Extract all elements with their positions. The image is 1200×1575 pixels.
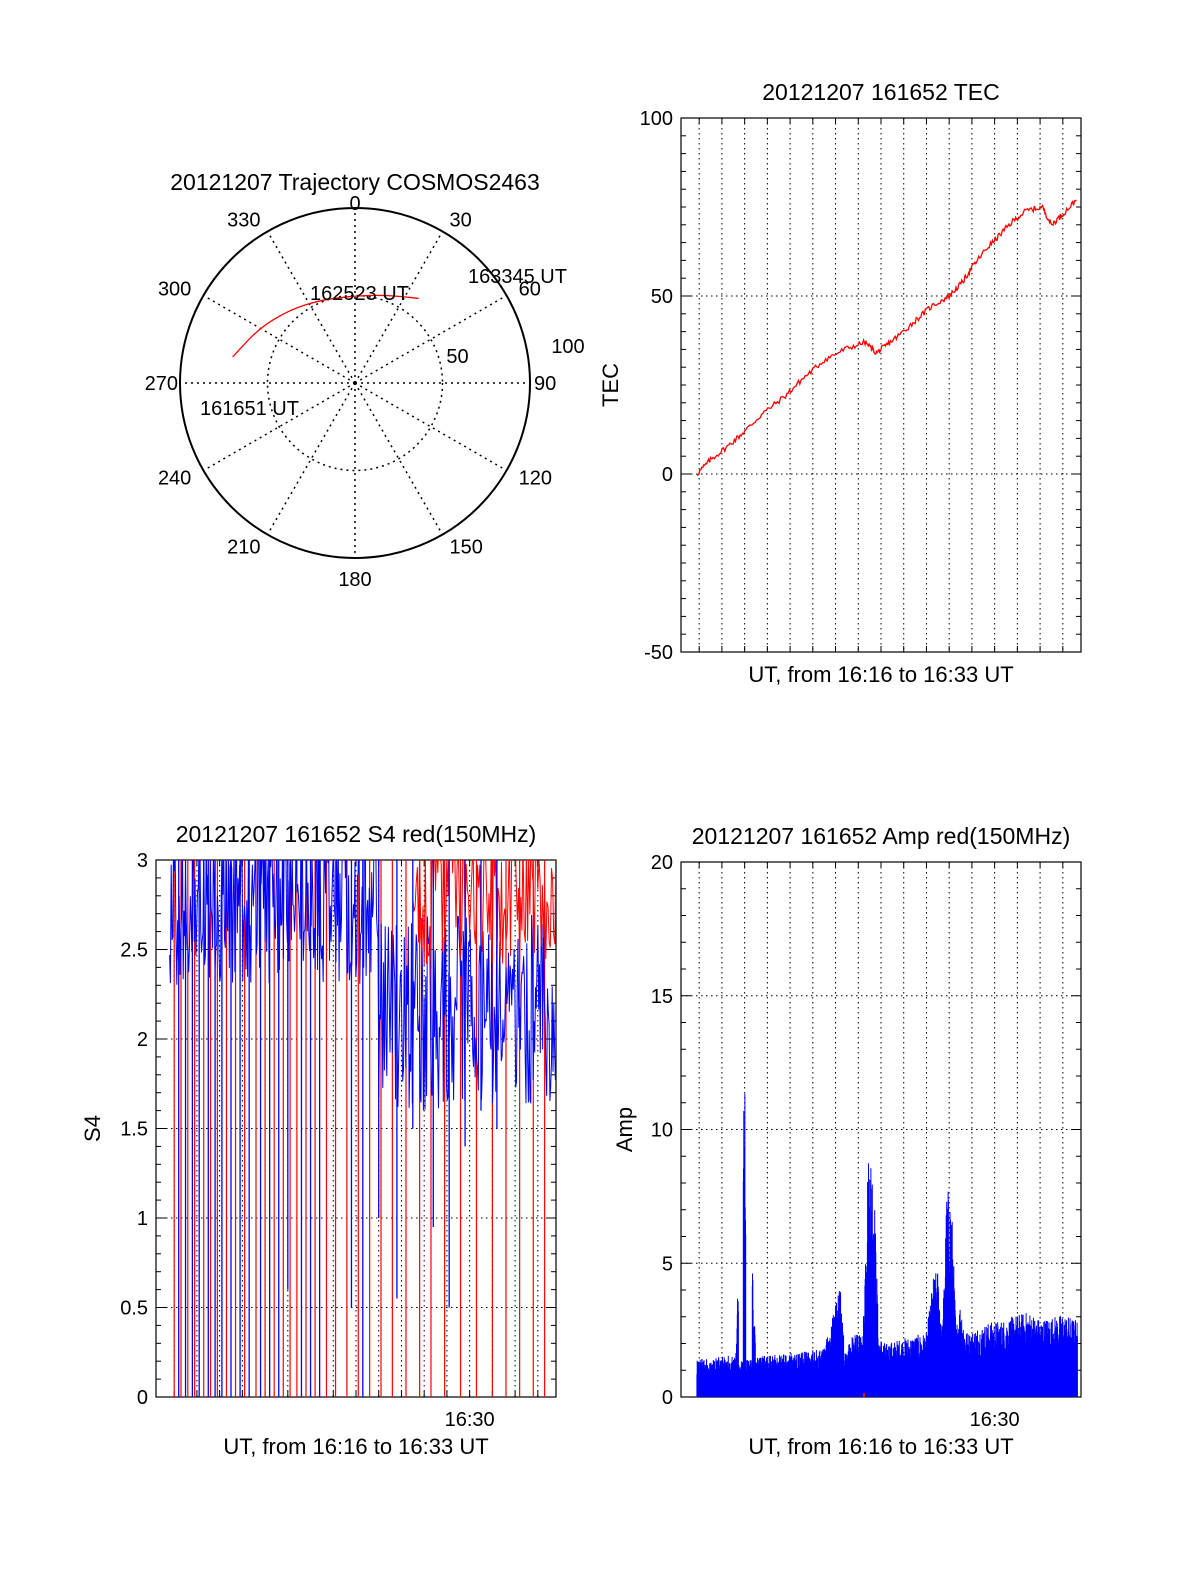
trajectory-line <box>232 294 419 358</box>
x-tick-label: 16:30 <box>445 1409 495 1431</box>
x-tick-label: 16:30 <box>970 1409 1020 1431</box>
y-tick-label: 100 <box>640 108 673 130</box>
azimuth-label: 180 <box>338 569 371 591</box>
y-tick-label: 0 <box>137 1387 148 1409</box>
amp-base-band <box>696 1372 1078 1397</box>
y-tick-label: 0 <box>662 464 673 486</box>
plot-frame <box>680 117 1082 653</box>
y-axis-label: Amp <box>612 1107 637 1152</box>
y-tick-label: 1.5 <box>120 1119 148 1141</box>
azimuth-gridline <box>203 294 356 384</box>
azimuth-label: 330 <box>227 209 260 231</box>
radial-gridline <box>266 294 444 472</box>
trajectory-time-label: 161651 UT <box>200 398 299 420</box>
x-axis-label: UT, from 16:16 to 16:33 UT <box>748 662 1013 687</box>
x-axis-label: UT, from 16:16 to 16:33 UT <box>748 1434 1013 1459</box>
azimuth-gridline <box>354 382 507 472</box>
azimuth-gridline <box>354 294 507 384</box>
azimuth-label: 240 <box>158 468 191 490</box>
azimuth-gridline <box>266 382 356 535</box>
radial-label: 100 <box>551 336 584 358</box>
azimuth-gridline <box>354 382 444 535</box>
y-tick-label: -50 <box>644 642 673 664</box>
trajectory-time-label: 162523 UT <box>310 283 409 305</box>
azimuth-label: 120 <box>519 468 552 490</box>
azimuth-label: 30 <box>450 209 472 231</box>
y-tick-label: 0.5 <box>120 1298 148 1320</box>
azimuth-label: 270 <box>145 373 178 395</box>
trajectory-time-label: 163345 UT <box>468 266 567 288</box>
amp-series-line <box>696 1093 1078 1397</box>
outer-ring <box>179 207 531 559</box>
s4-red-line <box>412 860 556 966</box>
amp-chart: 20121207 161652 Amp red(150MHz) 0 5 10 15 20 U… <box>612 823 1082 1459</box>
y-tick-label: 20 <box>651 852 673 874</box>
azimuth-label: 210 <box>227 537 260 559</box>
chart-title: 20121207 161652 S4 red(150MHz) <box>176 821 537 847</box>
azimuth-label: 0 <box>349 193 360 215</box>
azimuth-label: 90 <box>534 373 556 395</box>
y-axis-label: S4 <box>80 1115 105 1142</box>
y-tick-label: 50 <box>651 286 673 308</box>
azimuth-gridline <box>266 231 356 384</box>
y-tick-label: 3 <box>137 850 148 872</box>
y-tick-label: 0 <box>662 1387 673 1409</box>
x-axis-label: UT, from 16:16 to 16:33 UT <box>223 1434 488 1459</box>
azimuth-gridline <box>203 382 356 472</box>
azimuth-label: 300 <box>158 279 191 301</box>
tec-chart: 20121207 161652 TEC -50 0 50 100 UT, from 16:… <box>598 79 1082 687</box>
s4-chart: 20121207 161652 S4 red(150MHz) 0 0.5 1 1.5 2 2… <box>80 821 557 1459</box>
azimuth-gridline <box>354 231 444 384</box>
y-tick-label: 1 <box>137 1208 148 1230</box>
y-tick-label: 15 <box>651 986 673 1008</box>
y-tick-label: 10 <box>651 1120 673 1142</box>
azimuth-label: 150 <box>450 537 483 559</box>
y-tick-label: 2.5 <box>120 940 148 962</box>
s4-data <box>169 860 556 1397</box>
radial-label: 50 <box>446 346 468 368</box>
azimuth-label: 60 <box>519 279 541 301</box>
y-tick-label: 5 <box>662 1253 673 1275</box>
chart-title: 20121207 161652 Amp red(150MHz) <box>692 823 1070 849</box>
y-axis-label: TEC <box>598 363 623 407</box>
y-tick-label: 2 <box>137 1029 148 1051</box>
tec-series-line <box>696 199 1077 476</box>
chart-title: 20121207 Trajectory COSMOS2463 <box>170 169 539 195</box>
chart-title: 20121207 161652 TEC <box>762 79 999 105</box>
plot-frame <box>155 859 557 1398</box>
